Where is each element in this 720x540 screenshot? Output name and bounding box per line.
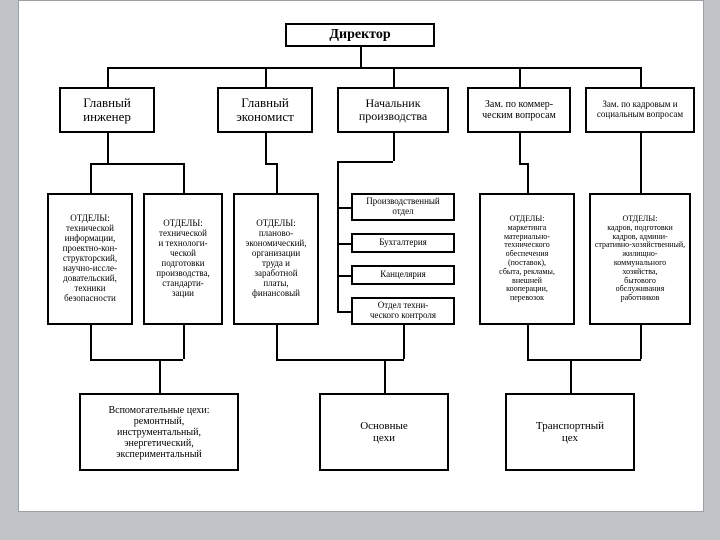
node-hr-dept: ОТДЕЛЫ:кадров, подготовкикадров, админи-… [589, 193, 691, 325]
edge [183, 325, 185, 359]
edge [640, 325, 642, 359]
edge [570, 359, 572, 393]
edge [276, 325, 278, 359]
edge [337, 207, 351, 209]
node-transport-shop: Транспортныйцех [505, 393, 635, 471]
node-aux-shops: Вспомогательные цехи:ремонтный,инструмен… [79, 393, 239, 471]
edge [393, 133, 395, 161]
edge [527, 163, 529, 193]
edge [384, 359, 386, 393]
edge [337, 161, 339, 311]
edge [640, 133, 642, 193]
edge [519, 163, 527, 165]
node-commercial-dept: ОТДЕЛЫ:маркетингаматериально-техническог… [479, 193, 575, 325]
edge [337, 311, 351, 313]
edge [265, 133, 267, 163]
edge [337, 275, 351, 277]
edge [519, 67, 521, 87]
edge [90, 359, 183, 361]
edge [403, 325, 405, 359]
edge [519, 133, 521, 163]
node-deputy-hr: Зам. по кадровым исоциальным вопросам [585, 87, 695, 133]
edge [393, 67, 395, 87]
edge [90, 325, 92, 359]
node-prod-sub-1: Производственныйотдел [351, 193, 455, 221]
edge [183, 163, 185, 193]
edge [107, 133, 109, 163]
node-chief-engineer: Главныйинженер [59, 87, 155, 133]
edge [527, 325, 529, 359]
edge [337, 161, 393, 163]
node-production-head: Начальникпроизводства [337, 87, 449, 133]
edge [265, 163, 276, 165]
node-deputy-commercial: Зам. по коммер-ческим вопросам [467, 87, 571, 133]
node-main-shops: Основныецехи [319, 393, 449, 471]
node-prod-sub-3: Канцелярия [351, 265, 455, 285]
edge [337, 243, 351, 245]
diagram-sheet: Директор Главныйинженер Главныйэкономист… [18, 0, 704, 512]
edge [276, 163, 278, 193]
edge [159, 359, 161, 393]
edge [360, 47, 362, 67]
page: Директор Главныйинженер Главныйэкономист… [0, 0, 720, 540]
edge [640, 67, 642, 87]
edge [90, 163, 92, 193]
edge [90, 163, 183, 165]
node-prod-sub-4: Отдел техни-ческого контроля [351, 297, 455, 325]
edge [527, 359, 641, 361]
node-chief-economist: Главныйэкономист [217, 87, 313, 133]
node-eng-dept-1: ОТДЕЛЫ:техническойинформации,проектно-ко… [47, 193, 133, 325]
edge [107, 67, 109, 87]
edge [265, 67, 267, 87]
edge [107, 67, 640, 69]
node-director: Директор [285, 23, 435, 47]
node-econ-dept: ОТДЕЛЫ:планово-экономический,организации… [233, 193, 319, 325]
node-eng-dept-2: ОТДЕЛЫ:техническойи технологи-ческойподг… [143, 193, 223, 325]
node-prod-sub-2: Бухгалтерия [351, 233, 455, 253]
